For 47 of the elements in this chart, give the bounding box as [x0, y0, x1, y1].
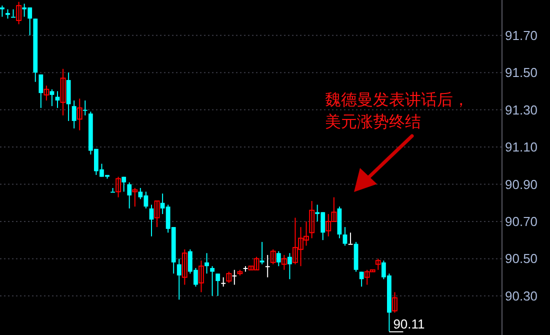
candlestick: [16, 1, 22, 25]
candlestick: [6, 8, 10, 20]
candlestick: [182, 248, 188, 286]
candlestick: [226, 271, 232, 284]
candlestick: [232, 269, 237, 286]
candlestick: [375, 258, 381, 270]
candlestick: [72, 100, 76, 129]
candlestick: [127, 182, 132, 209]
y-tick-label: 91.70: [505, 28, 538, 43]
candlestick: [0, 5, 4, 18]
candlestick: [38, 74, 44, 108]
y-tick-label: 90.30: [505, 288, 538, 304]
candlestick: [359, 271, 364, 288]
candlestick: [216, 273, 220, 296]
candlestick: [50, 88, 54, 107]
y-tick-label: 91.10: [505, 140, 538, 155]
y-tick-label: 90.70: [505, 214, 538, 230]
candlestick: [210, 266, 214, 296]
annotation: 90.11: [393, 316, 425, 332]
candlestick: [122, 176, 126, 192]
y-tick-label: 91.50: [505, 65, 538, 80]
candlestick: [281, 254, 287, 270]
candlestick: [309, 200, 315, 239]
candlestick: [276, 250, 281, 267]
candlestick: [132, 187, 138, 208]
candlestick: [288, 252, 292, 280]
y-tick-label: 91.30: [505, 102, 538, 118]
candlestick: [198, 260, 204, 293]
candlestick: [392, 292, 398, 314]
annotation: 魏德曼发表讲话后，美元涨势终结: [325, 91, 469, 131]
candlestick: [116, 176, 122, 198]
candlestick: [60, 68, 66, 116]
candlestick: [265, 254, 270, 278]
candlestick: [11, 8, 16, 18]
candlestick: [44, 85, 50, 101]
candlestick: [176, 258, 182, 300]
y-tick-label: 90.90: [505, 176, 538, 192]
candlestick: [270, 248, 276, 265]
candlestick: [221, 276, 226, 288]
candlestick: [342, 226, 348, 246]
candlestick: [110, 187, 115, 193]
candlestick: [260, 241, 264, 265]
candlestick: [204, 252, 209, 274]
y-tick-label: 90.50: [505, 251, 538, 266]
candlestick: [82, 100, 88, 116]
candlestick: [76, 98, 82, 131]
candlestick: [154, 200, 160, 228]
